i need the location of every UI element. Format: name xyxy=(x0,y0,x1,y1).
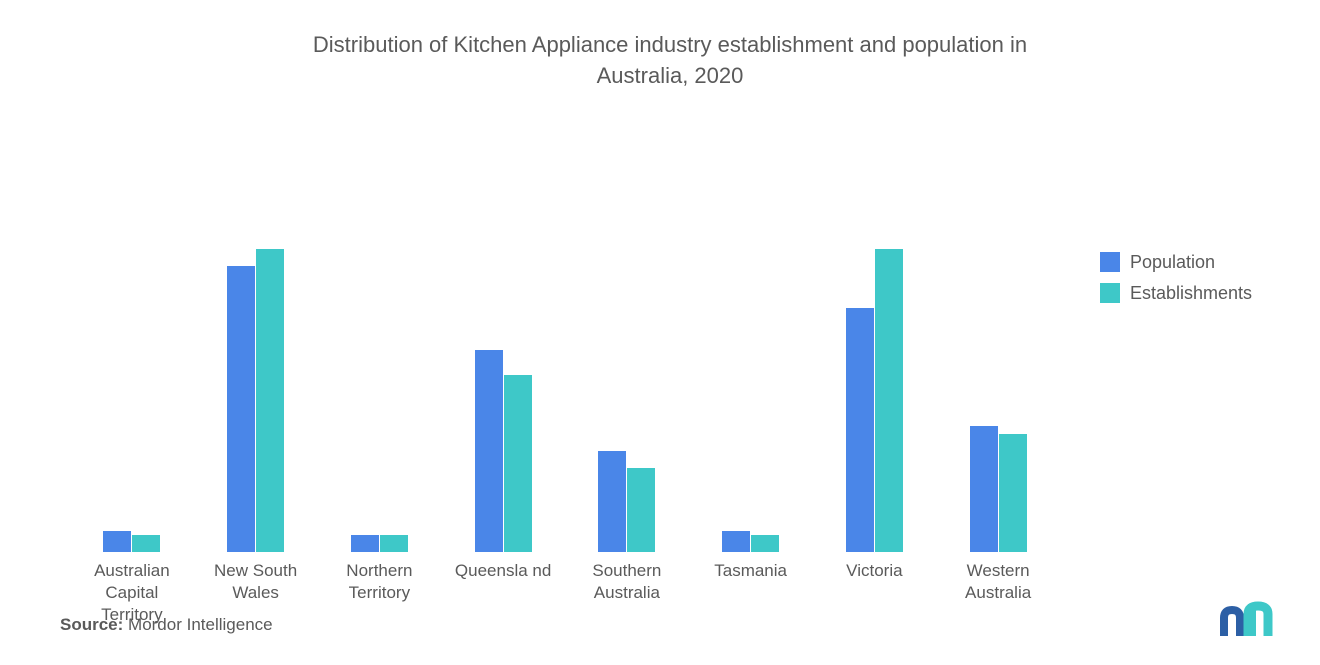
category-label: Western Australia xyxy=(943,560,1053,604)
bar-establishments xyxy=(504,375,532,551)
plot-area: Australian Capital TerritoryNew South Wa… xyxy=(60,132,1070,552)
legend-item: Population xyxy=(1100,252,1280,273)
bars xyxy=(970,132,1027,552)
bar-group: Australian Capital Territory xyxy=(70,132,194,552)
bars xyxy=(351,132,408,552)
category-label: Northern Territory xyxy=(324,560,434,604)
source-name: Mordor Intelligence xyxy=(128,615,273,634)
bar-group: New South Wales xyxy=(194,132,318,552)
bar-group: Victoria xyxy=(813,132,937,552)
category-label: Tasmania xyxy=(696,560,806,582)
bar-population xyxy=(970,426,998,552)
bar-establishments xyxy=(132,535,160,552)
category-label: Southern Australia xyxy=(572,560,682,604)
source-line: Source: Mordor Intelligence xyxy=(60,615,273,635)
legend-swatch xyxy=(1100,283,1120,303)
bar-establishments xyxy=(380,535,408,552)
bar-establishments xyxy=(256,249,284,551)
legend-item: Establishments xyxy=(1100,283,1280,304)
legend-swatch xyxy=(1100,252,1120,272)
bars xyxy=(227,132,284,552)
bar-population xyxy=(227,266,255,552)
chart-title: Distribution of Kitchen Appliance indust… xyxy=(290,30,1050,92)
bar-population xyxy=(475,350,503,552)
bar-group: Western Australia xyxy=(936,132,1060,552)
category-label: New South Wales xyxy=(201,560,311,604)
bar-population xyxy=(722,531,750,552)
bar-establishments xyxy=(751,535,779,552)
bar-population xyxy=(598,451,626,552)
chart-body: Australian Capital TerritoryNew South Wa… xyxy=(60,132,1280,552)
legend-label: Establishments xyxy=(1130,283,1252,304)
bar-population xyxy=(103,531,131,552)
bar-group: Southern Australia xyxy=(565,132,689,552)
bars xyxy=(598,132,655,552)
bars xyxy=(475,132,532,552)
legend-label: Population xyxy=(1130,252,1215,273)
bar-establishments xyxy=(627,468,655,552)
bars xyxy=(722,132,779,552)
source-label: Source: xyxy=(60,615,123,634)
bar-population xyxy=(351,535,379,552)
bars xyxy=(846,132,903,552)
bar-establishments xyxy=(999,434,1027,552)
brand-logo xyxy=(1220,600,1280,645)
bar-group: Tasmania xyxy=(689,132,813,552)
chart-container: Distribution of Kitchen Appliance indust… xyxy=(0,0,1320,665)
legend: Population Establishments xyxy=(1070,132,1280,552)
category-label: Victoria xyxy=(819,560,929,582)
bar-population xyxy=(846,308,874,552)
bar-group: Queensla nd xyxy=(441,132,565,552)
bars xyxy=(103,132,160,552)
bar-establishments xyxy=(875,249,903,551)
bar-group: Northern Territory xyxy=(318,132,442,552)
category-label: Queensla nd xyxy=(448,560,558,582)
